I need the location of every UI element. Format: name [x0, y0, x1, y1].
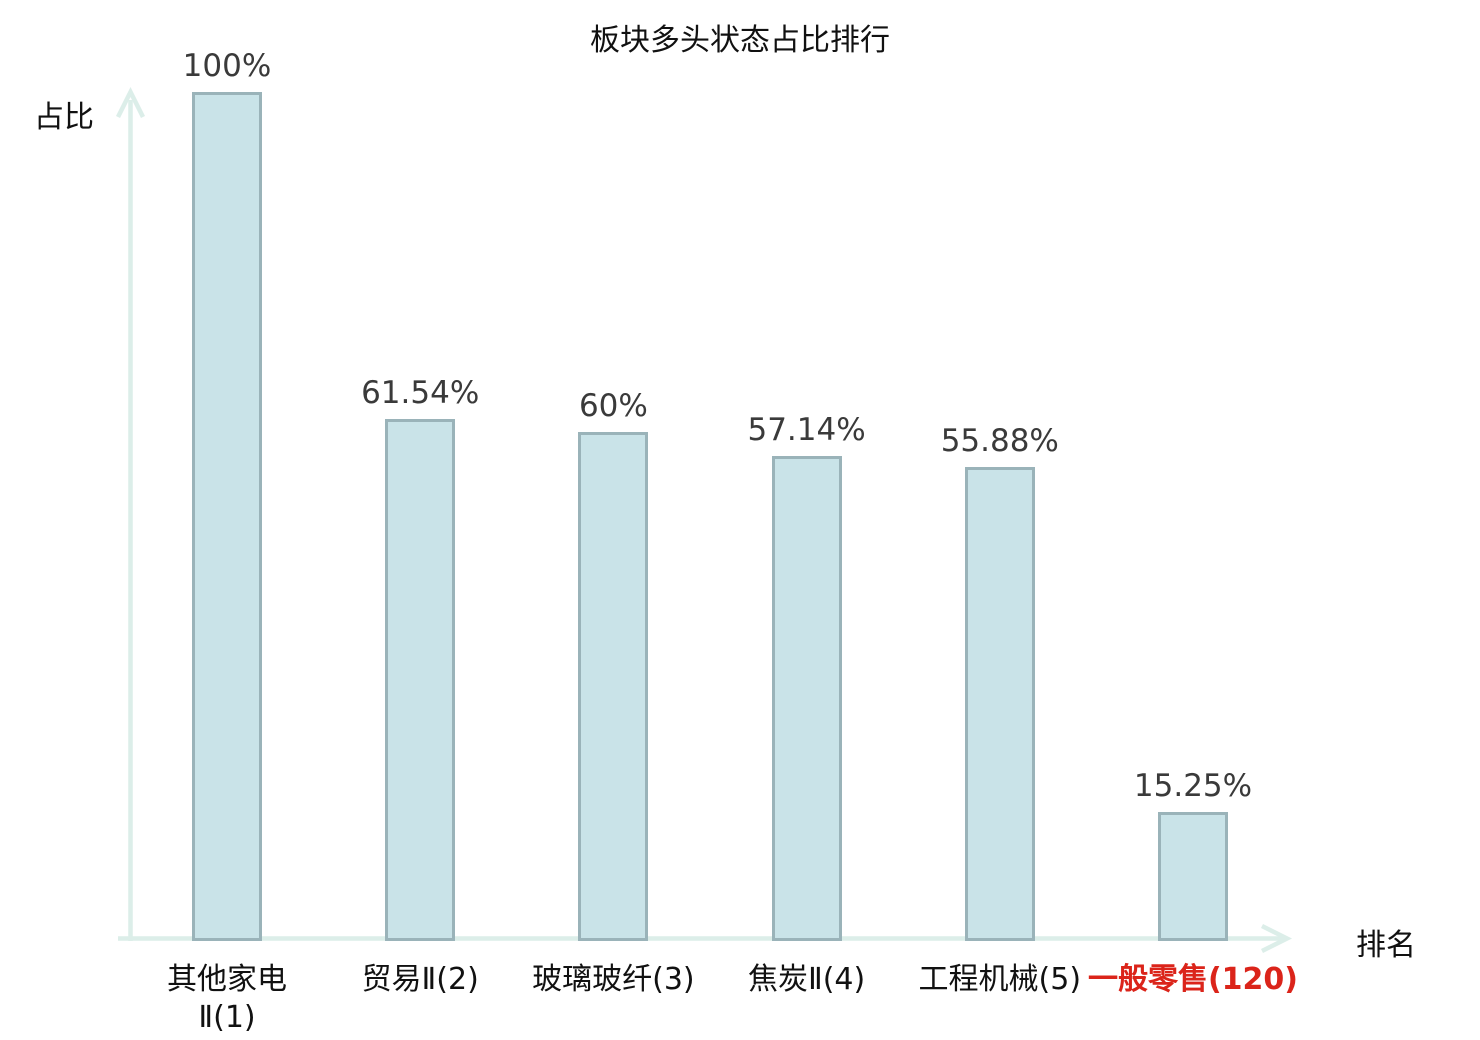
- category-label: 贸易Ⅱ(2): [361, 962, 479, 997]
- x-axis-label: 排名: [1356, 928, 1416, 963]
- bar: [1158, 812, 1228, 941]
- category-label: 其他家电 Ⅱ(1): [167, 962, 287, 1035]
- category-label: 玻璃玻纤(3): [532, 962, 695, 997]
- value-label: 15.25%: [1133, 768, 1253, 804]
- value-label: 100%: [182, 48, 272, 84]
- x-axis-arrow-icon: [1260, 923, 1293, 954]
- bar: [192, 92, 262, 941]
- value-label: 57.14%: [747, 412, 866, 448]
- chart-title: 板块多头状态占比排行: [590, 23, 890, 58]
- bar: [578, 432, 649, 941]
- y-axis-arrow-icon: [115, 86, 146, 119]
- bar: [964, 467, 1035, 941]
- bar: [385, 419, 456, 941]
- category-label: 工程机械(5): [918, 962, 1082, 997]
- category-label: 焦炭Ⅱ(4): [747, 962, 866, 997]
- value-label: 61.54%: [361, 375, 480, 411]
- value-label: 55.88%: [940, 423, 1059, 459]
- category-label: 一般零售(120): [1087, 962, 1299, 997]
- y-axis-label: 占比: [34, 100, 94, 135]
- value-label: 60%: [578, 388, 648, 424]
- bar: [771, 456, 842, 941]
